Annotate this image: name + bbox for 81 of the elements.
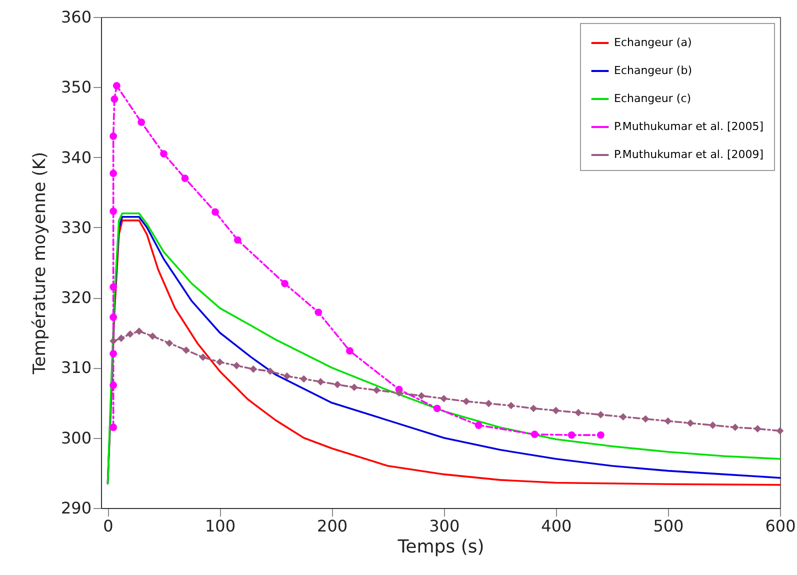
x-tick-label: 500 [653,516,684,536]
y-tick-label: 330 [60,218,92,237]
point [709,422,716,429]
point [117,334,125,342]
point [266,368,274,375]
point [642,415,650,423]
point [216,358,224,366]
point [250,365,258,373]
x-axis-title: Temps (s) [396,536,484,558]
x-tick-label: 100 [204,516,236,536]
point [110,208,118,215]
point [754,425,762,432]
point [597,411,604,418]
y-tick-label: 340 [60,148,92,167]
point [160,150,168,158]
point [300,375,308,383]
y-tick-label: 320 [60,288,92,308]
x-tick-label: 600 [765,516,796,536]
y-tick-label: 350 [60,78,92,97]
point [232,362,240,370]
point [112,82,120,90]
point [181,174,189,182]
point [166,339,174,347]
point [440,394,448,402]
x-tick-label: 200 [317,516,348,536]
y-tick-label: 310 [60,358,92,378]
y-axis-title: Température moyenne (K) [30,152,50,376]
y-tick-label: 360 [60,8,92,26]
point [110,314,118,321]
point [110,337,118,345]
point [110,170,118,178]
point [530,404,538,412]
point [619,413,627,421]
point [346,347,354,355]
legend-label: P.Muthukumar et al. [2005] [614,120,764,133]
point [597,431,604,439]
point [433,404,441,412]
legend-label: P.Muthukumar et al. [2009] [614,148,764,161]
point [110,283,118,291]
point [110,382,118,389]
point [314,308,322,316]
x-tick-label: 300 [429,516,460,536]
point [552,406,560,414]
point [138,118,146,126]
point [135,328,143,335]
point [110,350,118,358]
point [568,431,576,439]
point [530,430,538,438]
legend-label: Echangeur (a) [614,36,692,49]
point [110,424,118,432]
point [395,389,403,397]
point [731,424,739,432]
point [316,378,324,386]
point [199,353,207,361]
y-tick-label: 290 [60,498,92,518]
point [462,398,470,406]
point [574,408,582,416]
x-tick-label: 400 [541,516,572,536]
point [110,132,118,140]
legend-label: Echangeur (c) [614,92,692,105]
point [418,392,426,400]
point [110,95,118,103]
point [474,422,482,429]
point [283,372,291,380]
legend-label: Echangeur (b) [614,64,692,77]
point [507,402,515,410]
point [686,419,694,427]
point [664,417,672,425]
point [126,330,134,338]
y-tick-label: 300 [60,428,92,448]
x-tick-label: 0 [103,516,114,536]
point [776,427,784,435]
point [281,280,288,288]
point [212,208,219,216]
point [234,236,242,244]
point [334,380,342,388]
point [484,400,492,408]
point [350,384,358,392]
point [182,346,190,354]
point [148,332,156,340]
point [372,386,380,394]
